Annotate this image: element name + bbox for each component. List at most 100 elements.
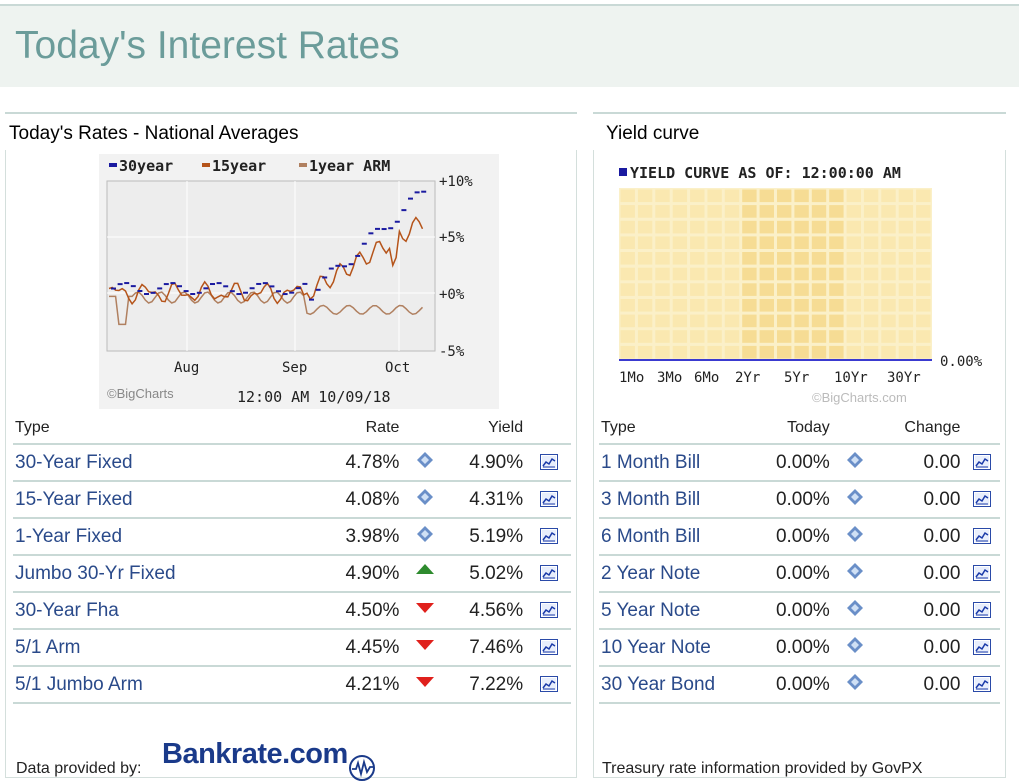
- yield-grid: [619, 188, 932, 360]
- flat-icon: [847, 525, 864, 542]
- table-row: 5/1 Arm 4.45% 7.46%: [13, 629, 571, 667]
- x-tick: 6Mo: [694, 370, 719, 386]
- treasury-provider-label: Treasury rate information provided by Go…: [602, 760, 923, 777]
- x-tick: Sep: [282, 360, 307, 376]
- value-yield: 5.19%: [451, 518, 528, 556]
- series-15year-line: [108, 216, 424, 306]
- chart-icon[interactable]: [540, 602, 559, 619]
- chart-icon[interactable]: [540, 565, 559, 582]
- rate-type-link[interactable]: 2 Year Note: [601, 562, 701, 584]
- value-today: 0.00%: [758, 481, 830, 519]
- value-change: 0.00: [881, 555, 965, 593]
- table-row: 5 Year Note 0.00% 0.00: [599, 592, 1000, 630]
- table-row: 3 Month Bill 0.00% 0.00: [599, 481, 1000, 519]
- rate-type-link[interactable]: 5 Year Note: [601, 599, 701, 621]
- panel-title: Today's Rates - National Averages: [9, 123, 299, 144]
- flat-icon: [847, 599, 864, 616]
- treasury-rates-table: Type Today Change 1 Month Bill 0.00% 0.00 3…: [599, 413, 1000, 704]
- chart-icon[interactable]: [540, 491, 559, 508]
- chart-icon[interactable]: [973, 454, 992, 471]
- page-header: Today's Interest Rates: [0, 4, 1019, 87]
- table-row: 1 Month Bill 0.00% 0.00: [599, 444, 1000, 482]
- value-yield: 7.22%: [451, 666, 528, 704]
- flat-icon: [847, 673, 864, 690]
- value-today: 0.00%: [758, 629, 830, 667]
- x-tick: 3Mo: [657, 370, 682, 386]
- y-tick: +0%: [439, 287, 465, 303]
- rate-type-link[interactable]: Jumbo 30-Yr Fixed: [15, 562, 176, 584]
- y-tick: +10%: [439, 174, 473, 190]
- data-provider-label: Data provided by:: [16, 760, 142, 777]
- panel-title: Yield curve: [606, 123, 700, 144]
- rate-type-link[interactable]: 6 Month Bill: [601, 525, 701, 547]
- rate-type-link[interactable]: 10 Year Note: [601, 636, 711, 658]
- value-rate: 4.78%: [214, 444, 400, 482]
- chart-icon[interactable]: [973, 602, 992, 619]
- series-1year-arm-line: [109, 291, 424, 326]
- chart-icon[interactable]: [973, 528, 992, 545]
- flat-icon: [417, 488, 434, 505]
- flat-icon: [847, 636, 864, 653]
- value-today: 0.00%: [758, 518, 830, 556]
- series-30year-marks: [111, 190, 427, 301]
- chart-icon[interactable]: [540, 528, 559, 545]
- y-tick: 0.00%: [940, 354, 983, 370]
- rate-type-link[interactable]: 1 Month Bill: [601, 451, 701, 473]
- value-yield: 5.02%: [451, 555, 528, 593]
- yield-chart-credit: ©BigCharts.com: [812, 390, 907, 405]
- x-tick: 30Yr: [887, 370, 921, 386]
- value-today: 0.00%: [758, 592, 830, 630]
- rate-type-link[interactable]: 1-Year Fixed: [15, 525, 123, 547]
- rate-type-link[interactable]: 30-Year Fixed: [15, 451, 133, 473]
- rate-type-link[interactable]: 3 Month Bill: [601, 488, 701, 510]
- chart-icon[interactable]: [973, 676, 992, 693]
- chart-icon[interactable]: [973, 639, 992, 656]
- panel-header: Today's Rates - National Averages: [5, 112, 577, 152]
- value-today: 0.00%: [758, 666, 830, 704]
- value-rate: 3.98%: [214, 518, 400, 556]
- col-today: Today: [758, 413, 830, 445]
- down-arrow-icon: [416, 639, 435, 650]
- chart-icon[interactable]: [973, 565, 992, 582]
- rate-type-link[interactable]: 5/1 Jumbo Arm: [15, 673, 143, 695]
- value-rate: 4.45%: [214, 629, 400, 667]
- value-yield: 4.90%: [451, 444, 528, 482]
- value-yield: 7.46%: [451, 629, 528, 667]
- chart-credit: ©BigCharts: [107, 386, 174, 401]
- bankrate-wave-icon: [349, 755, 375, 781]
- national-averages-panel: Today's Rates - National Averages 30year…: [5, 112, 577, 781]
- table-row: 2 Year Note 0.00% 0.00: [599, 555, 1000, 593]
- chart-icon[interactable]: [540, 676, 559, 693]
- value-change: 0.00: [881, 518, 965, 556]
- rate-type-link[interactable]: 30-Year Fha: [15, 599, 119, 621]
- x-tick: 5Yr: [784, 370, 809, 386]
- value-change: 0.00: [881, 629, 965, 667]
- rate-type-link[interactable]: 5/1 Arm: [15, 636, 81, 658]
- flat-icon: [417, 451, 434, 468]
- page-title: Today's Interest Rates: [15, 24, 400, 67]
- chart-icon[interactable]: [540, 454, 559, 471]
- chart-timestamp: 12:00 AM 10/09/18: [237, 388, 391, 406]
- rates-chart[interactable]: 30year 15year 1year ARM +10% +5% +0%: [99, 154, 499, 409]
- legend-15year: 15year: [212, 157, 266, 175]
- col-type: Type: [13, 413, 215, 445]
- chart-icon[interactable]: [973, 491, 992, 508]
- x-tick: 1Mo: [619, 370, 644, 386]
- x-tick: 2Yr: [735, 370, 760, 386]
- yield-chart-title: YIELD CURVE AS OF: 12:00:00 AM: [630, 164, 901, 182]
- panel-body: YIELD CURVE AS OF: 12:00:00 AM 0.00% 1Mo…: [593, 150, 1006, 778]
- yield-curve-chart[interactable]: YIELD CURVE AS OF: 12:00:00 AM 0.00% 1Mo…: [602, 150, 998, 410]
- table-row: 30-Year Fha 4.50% 4.56%: [13, 592, 571, 630]
- value-rate: 4.50%: [214, 592, 400, 630]
- table-header-row: Type Today Change: [599, 413, 1000, 445]
- chart-legend: 30year 15year 1year ARM: [109, 157, 390, 175]
- bankrate-logo[interactable]: Bankrate.com: [162, 738, 382, 782]
- chart-icon[interactable]: [540, 639, 559, 656]
- legend-30year: 30year: [119, 157, 173, 175]
- rate-type-link[interactable]: 30 Year Bond: [601, 673, 716, 695]
- bankrate-logo-text: Bankrate.com: [162, 738, 348, 770]
- table-row: 6 Month Bill 0.00% 0.00: [599, 518, 1000, 556]
- value-today: 0.00%: [758, 555, 830, 593]
- rate-type-link[interactable]: 15-Year Fixed: [15, 488, 133, 510]
- table-row: 1-Year Fixed 3.98% 5.19%: [13, 518, 571, 556]
